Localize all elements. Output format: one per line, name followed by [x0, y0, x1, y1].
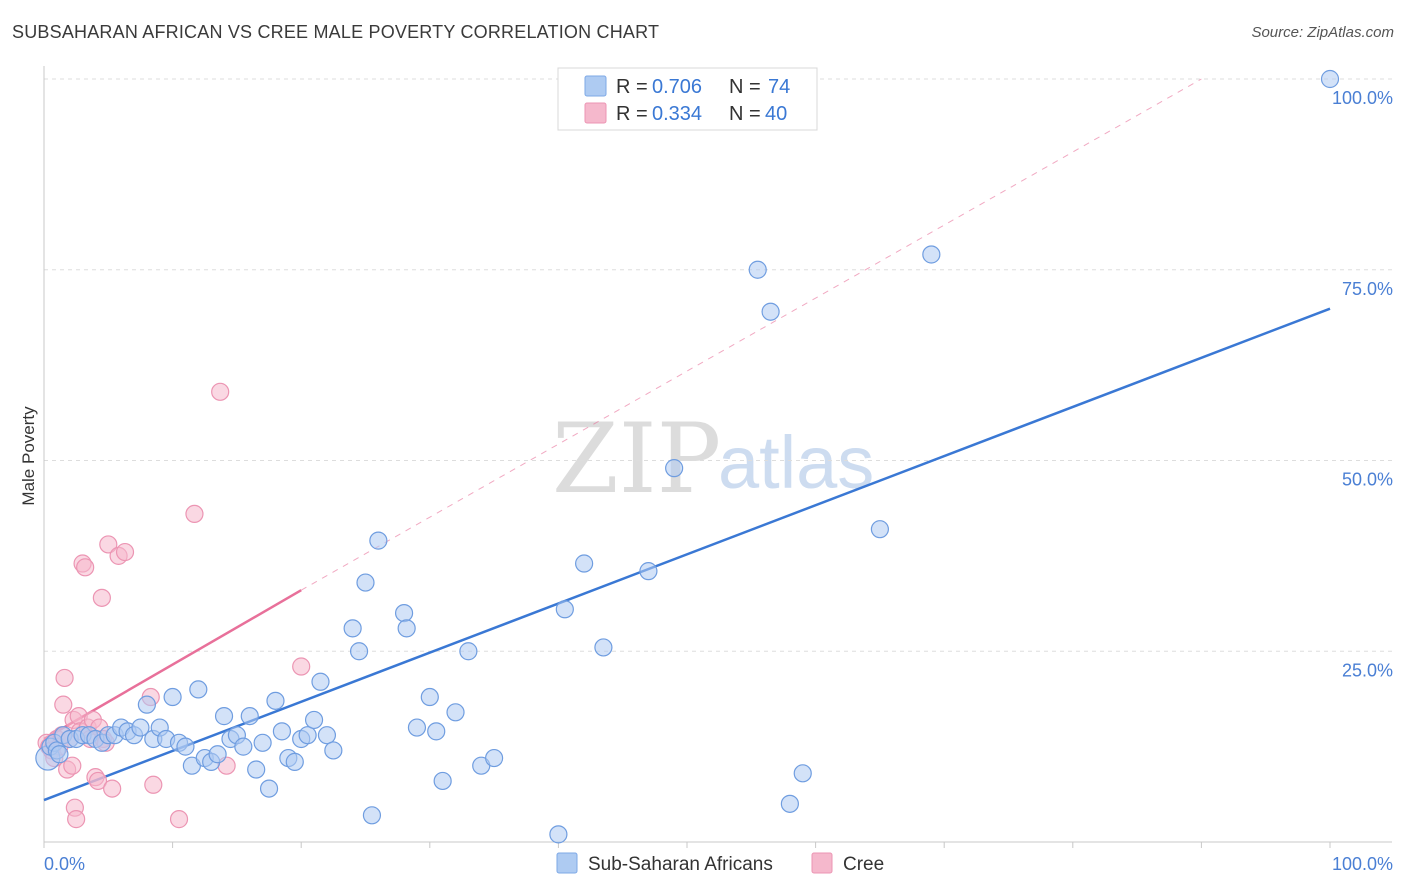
bottom-legend-swatch-blue [556, 852, 578, 874]
point-subsaharan-50 [356, 573, 375, 592]
y-axis-tick-labels: 25.0% 50.0% 75.0% 100.0% [1332, 88, 1393, 680]
legend-r-label-2: R = [616, 103, 648, 125]
bottom-legend-swatch-pink [811, 852, 833, 874]
y-tick-label-25: 25.0% [1342, 660, 1393, 680]
point-cree-23 [88, 771, 108, 791]
legend-swatch-blue [584, 75, 607, 97]
bottom-legend-label-pink: Cree [843, 854, 884, 875]
legend-r-value-1: 0.706 [652, 76, 702, 98]
data-points [35, 69, 1340, 844]
point-subsaharan-66 [594, 638, 613, 657]
watermark: ZIP atlas [552, 403, 874, 515]
point-subsaharan-75 [1320, 69, 1340, 89]
point-subsaharan-29 [208, 745, 227, 764]
legend-top: R = 0.706 N = 74 R = 0.334 N = 40 [557, 67, 818, 131]
point-subsaharan-56 [420, 687, 439, 707]
y-tick-label-100: 100.0% [1332, 88, 1393, 108]
point-subsaharan-51 [362, 806, 382, 825]
legend-r-label-1: R = [616, 76, 648, 98]
point-subsaharan-34 [240, 707, 259, 726]
point-subsaharan-67 [639, 562, 658, 581]
point-subsaharan-41 [285, 752, 304, 771]
y-tick-label-50: 50.0% [1342, 470, 1393, 490]
point-subsaharan-65 [575, 554, 594, 573]
point-subsaharan-45 [311, 672, 330, 691]
legend-swatch-pink [584, 102, 607, 124]
x-axis-tick-labels: 0.0% 100.0% [44, 854, 1393, 874]
point-subsaharan-63 [549, 825, 568, 844]
trendline-cree-extension [300, 78, 1202, 591]
point-subsaharan-33 [234, 737, 253, 756]
x-tick-label-100: 100.0% [1332, 854, 1393, 874]
watermark-zip: ZIP [552, 403, 721, 515]
point-subsaharan-43 [298, 726, 317, 745]
point-subsaharan-26 [189, 680, 208, 699]
point-subsaharan-53 [394, 603, 414, 623]
point-subsaharan-18 [137, 695, 156, 714]
point-subsaharan-60 [459, 642, 478, 661]
x-axis-ticks [43, 842, 1331, 848]
point-cree-18 [76, 558, 95, 577]
point-subsaharan-70 [761, 302, 780, 321]
point-subsaharan-38 [266, 691, 285, 710]
point-cree-31 [115, 542, 135, 562]
point-subsaharan-62 [485, 748, 504, 768]
point-cree-33 [144, 775, 163, 794]
point-subsaharan-64 [555, 600, 574, 619]
point-subsaharan-54 [397, 619, 416, 638]
point-subsaharan-71 [780, 794, 799, 813]
y-tick-label-75: 75.0% [1342, 279, 1393, 299]
point-subsaharan-73 [870, 520, 890, 539]
point-cree-14 [67, 810, 86, 829]
point-subsaharan-69 [748, 260, 767, 279]
point-subsaharan-55 [407, 718, 427, 737]
legend-r-value-2: 0.334 [652, 103, 702, 125]
point-subsaharan-44 [304, 710, 324, 730]
point-cree-35 [185, 504, 204, 524]
point-subsaharan-37 [259, 779, 279, 798]
legend-bottom: Sub-Saharan Africans Cree [556, 852, 884, 875]
watermark-atlas: atlas [718, 421, 874, 504]
point-cree-36 [211, 382, 230, 401]
legend-n-value-2: 40 [765, 103, 787, 125]
point-subsaharan-39 [272, 722, 292, 741]
point-subsaharan-52 [369, 531, 388, 550]
point-subsaharan-30 [214, 707, 234, 726]
point-subsaharan-49 [349, 642, 369, 661]
point-subsaharan-74 [922, 245, 941, 264]
point-subsaharan-17 [131, 718, 150, 737]
point-subsaharan-35 [247, 760, 266, 779]
point-cree-34 [169, 810, 189, 829]
point-subsaharan-22 [163, 687, 182, 707]
legend-n-label-1: N = [729, 76, 761, 98]
source-note: Source: ZipAtlas.com [1251, 24, 1394, 41]
gridlines [44, 78, 1392, 652]
point-cree-29 [103, 779, 122, 798]
point-cree-28 [99, 535, 118, 554]
chart-title: SUBSAHARAN AFRICAN VS CREE MALE POVERTY … [12, 22, 660, 42]
point-subsaharan-4 [50, 745, 69, 764]
x-tick-label-0: 0.0% [44, 854, 85, 874]
point-cree-11 [63, 756, 82, 775]
point-cree-7 [54, 695, 73, 714]
legend-n-label-2: N = [729, 103, 761, 125]
point-cree-8 [55, 668, 74, 688]
point-subsaharan-57 [427, 722, 446, 741]
point-cree-38 [292, 657, 311, 676]
point-subsaharan-36 [253, 733, 272, 752]
point-subsaharan-68 [665, 459, 684, 478]
point-subsaharan-46 [317, 726, 337, 745]
y-axis-title: Male Poverty [19, 406, 38, 506]
bottom-legend-label-blue: Sub-Saharan Africans [588, 854, 773, 875]
point-subsaharan-47 [324, 741, 343, 760]
point-subsaharan-24 [176, 737, 195, 756]
legend-n-value-1: 74 [768, 76, 790, 98]
point-subsaharan-72 [793, 764, 812, 783]
point-subsaharan-59 [446, 703, 465, 722]
axes [43, 66, 1392, 843]
point-subsaharan-58 [433, 771, 452, 791]
point-subsaharan-48 [343, 619, 362, 638]
point-cree-25 [92, 588, 111, 607]
